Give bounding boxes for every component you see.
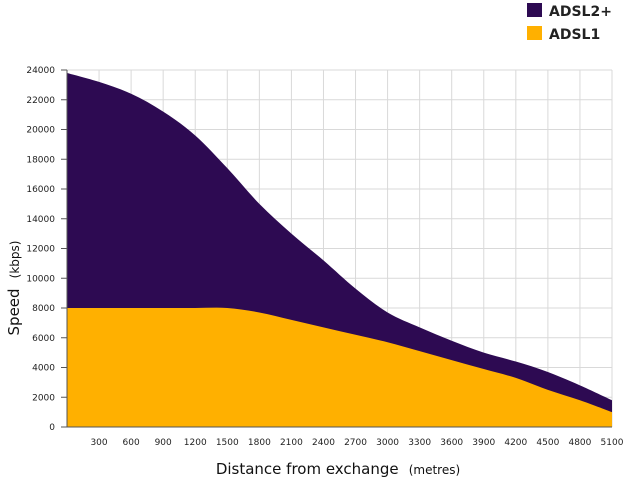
y-tick-label: 18000: [26, 155, 55, 165]
legend: ADSL2+ ADSL1: [527, 3, 612, 43]
x-tick-label: 300: [90, 438, 107, 448]
y-axis-label: Speed (kbps): [4, 241, 23, 336]
y-tick-label: 14000: [26, 215, 55, 225]
series-areas: [67, 72, 612, 427]
area-adsl1: [67, 307, 612, 427]
x-tick-label: 3300: [408, 438, 431, 448]
x-tick-label: 2700: [344, 438, 367, 448]
y-tick-label: 0: [49, 423, 55, 433]
x-tick-label: 1800: [248, 438, 271, 448]
x-tick-label: 2400: [312, 438, 335, 448]
x-tick-label: 3000: [376, 438, 399, 448]
x-tick-label: 3900: [472, 438, 495, 448]
y-tick-label: 2000: [32, 393, 55, 403]
x-tick-label: 1200: [184, 438, 207, 448]
y-tick-label: 6000: [32, 334, 55, 344]
y-tick-labels: 0 2000 4000 6000 8000 10000 12000 14000 16000 180…: [26, 66, 67, 433]
y-tick-label: 10000: [26, 274, 55, 284]
y-tick-label: 24000: [26, 66, 55, 76]
x-axis-label: Distance from exchange (metres): [216, 459, 460, 478]
x-tick-label: 2100: [280, 438, 303, 448]
y-tick-label: 20000: [26, 126, 55, 136]
x-tick-label: 5100: [601, 438, 624, 448]
y-axis-title: Speed: [5, 288, 23, 335]
y-tick-label: 12000: [26, 245, 55, 255]
x-axis-title: Distance from exchange: [216, 460, 399, 478]
x-tick-label: 3600: [440, 438, 463, 448]
x-axis-unit: (metres): [409, 463, 460, 477]
y-tick-label: 4000: [32, 364, 55, 374]
x-tick-label: 4200: [504, 438, 527, 448]
legend-swatch-adsl1: [527, 26, 542, 40]
x-tick-label: 1500: [216, 438, 239, 448]
legend-swatch-adsl2plus: [527, 3, 542, 17]
y-tick-label: 22000: [26, 96, 55, 106]
x-tick-label: 4500: [536, 438, 559, 448]
legend-label-adsl1: ADSL1: [549, 27, 600, 43]
x-tick-label: 900: [155, 438, 172, 448]
y-tick-label: 8000: [32, 304, 55, 314]
y-tick-label: 16000: [26, 185, 55, 195]
legend-label-adsl2plus: ADSL2+: [549, 4, 612, 20]
y-axis-unit: (kbps): [8, 241, 22, 279]
x-tick-labels: 300 600 900 1200 1500 1800 2100 2400 2700 3000 330…: [90, 438, 623, 448]
x-tick-label: 4800: [568, 438, 591, 448]
x-tick-label: 600: [123, 438, 140, 448]
